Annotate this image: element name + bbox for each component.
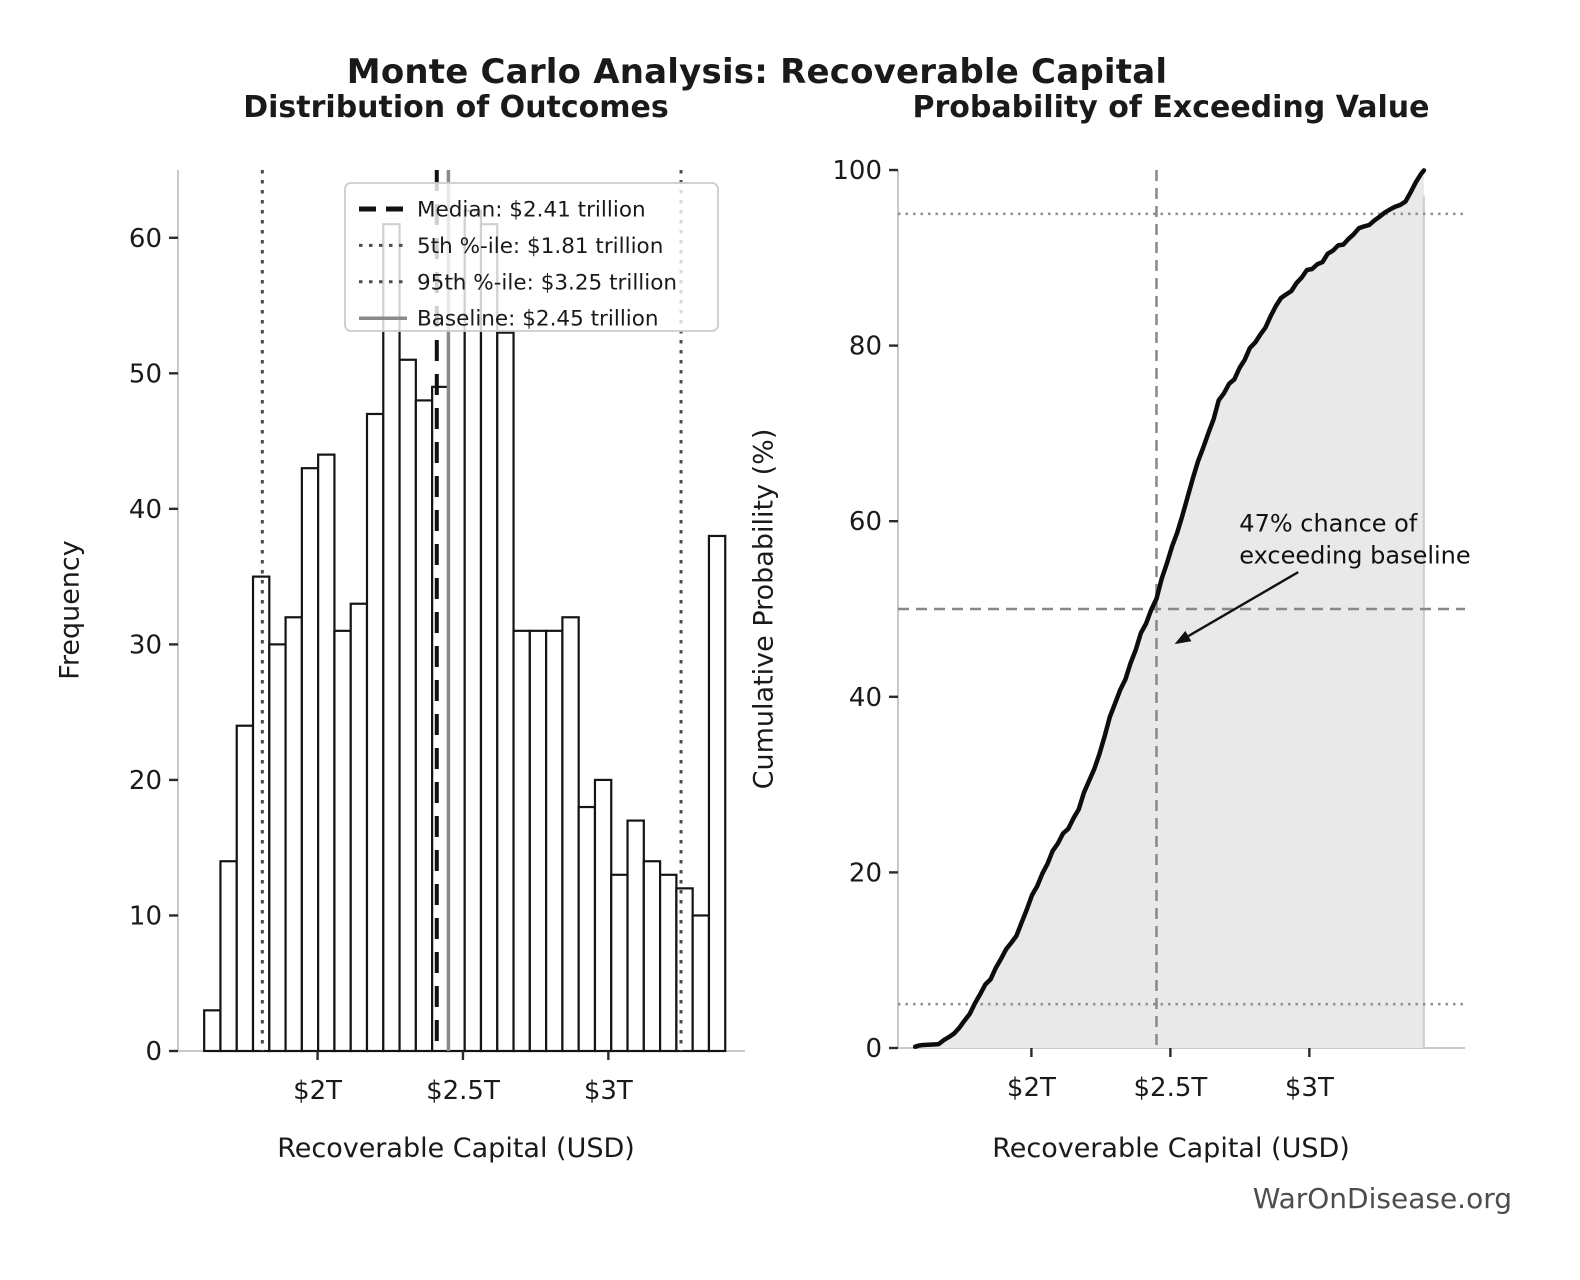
histogram-bar — [561, 616, 580, 1053]
histogram-bars — [203, 209, 727, 1053]
annotation-arrow-head — [1174, 630, 1192, 645]
right-x-axis-label: Recoverable Capital (USD) — [992, 1133, 1350, 1164]
annotation: 47% chance of exceeding baseline — [1174, 510, 1471, 645]
histogram-bar — [398, 358, 417, 1053]
histogram-bar — [626, 819, 645, 1053]
histogram-bar — [284, 616, 303, 1053]
histogram-bar — [349, 602, 369, 1053]
histogram-bar — [528, 629, 548, 1053]
legend: Median: $2.41 trillion 5th %-ile: $1.81 t… — [344, 182, 719, 332]
histogram-bar — [593, 778, 613, 1053]
histogram-bar — [251, 575, 271, 1053]
histogram-bar — [431, 385, 450, 1053]
y-tick-label: 80 — [849, 332, 882, 362]
y-tick-label: 50 — [129, 359, 162, 389]
legend-p95-label: 95th %-ile: $3.25 trillion — [417, 270, 677, 295]
y-tick-label: 0 — [145, 1037, 162, 1067]
y-tick-label: 40 — [129, 495, 162, 525]
histogram-bar — [268, 643, 287, 1053]
histogram-bar — [610, 873, 629, 1053]
histogram-bar — [479, 223, 499, 1053]
right-chart-title: Probability of Exceeding Value — [912, 90, 1430, 125]
histogram-bar — [219, 860, 238, 1053]
histogram-bar — [658, 873, 678, 1053]
x-tick-label: $2.5T — [1133, 1073, 1207, 1103]
histogram-bar — [545, 629, 564, 1053]
x-tick-label: $3T — [1285, 1073, 1334, 1103]
y-tick-label: 10 — [129, 901, 162, 931]
left-x-axis-label: Recoverable Capital (USD) — [277, 1133, 635, 1164]
histogram-bar — [447, 277, 466, 1053]
x-tick-label: $3T — [584, 1076, 633, 1106]
histogram-bar — [203, 1009, 222, 1053]
histogram-bar — [707, 534, 727, 1053]
y-tick-label: 20 — [849, 858, 882, 888]
legend-box — [344, 182, 719, 332]
legend-baseline-label: Baseline: $2.45 trillion — [417, 307, 659, 332]
histogram-bar — [496, 331, 515, 1053]
figure-suptitle: Monte Carlo Analysis: Recoverable Capita… — [346, 52, 1168, 92]
y-tick-label: 60 — [849, 507, 882, 537]
cdf-curve — [912, 168, 1427, 1049]
histogram-bar — [317, 453, 336, 1053]
histogram-bar — [382, 223, 401, 1053]
histogram-chart: $2T $2.5T $3T 0 10 20 30 40 50 60 Median: $2.41 tr… — [129, 170, 745, 1106]
histogram-bar — [300, 467, 320, 1053]
y-tick-label: 40 — [849, 683, 882, 713]
y-tick-label: 0 — [865, 1034, 882, 1064]
y-tick-label: 30 — [129, 630, 162, 660]
histogram-bar — [512, 629, 531, 1053]
x-tick-label: $2.5T — [426, 1076, 500, 1106]
annotation-text-line: exceeding baseline — [1239, 541, 1470, 569]
y-tick-label: 60 — [129, 224, 162, 254]
annotation-text-line: 47% chance of — [1239, 510, 1418, 538]
left-chart-title: Distribution of Outcomes — [243, 90, 669, 125]
legend-p5-label: 5th %-ile: $1.81 trillion — [417, 234, 663, 259]
histogram-bar — [235, 724, 255, 1053]
histogram-bar — [333, 629, 352, 1053]
histogram-bar — [365, 412, 385, 1053]
histogram-bar — [642, 860, 662, 1053]
y-tick-label: 20 — [129, 766, 162, 796]
histogram-bar — [675, 887, 694, 1053]
x-tick-label: $2T — [293, 1076, 342, 1106]
histogram-bar — [691, 914, 711, 1053]
legend-median-label: Median: $2.41 trillion — [417, 198, 646, 223]
y-tick-label: 100 — [832, 156, 882, 186]
watermark: WarOnDisease.org — [1252, 1182, 1512, 1215]
annotation-arrow-shaft — [1187, 571, 1299, 638]
histogram-bar — [577, 805, 597, 1053]
cdf-chart: $2T $2.5T $3T 0 20 40 60 80 100 47% chance of exce… — [832, 156, 1470, 1103]
x-tick-label: $2T — [1007, 1073, 1056, 1103]
histogram-bar — [414, 399, 434, 1053]
histogram-bar — [463, 209, 483, 1053]
